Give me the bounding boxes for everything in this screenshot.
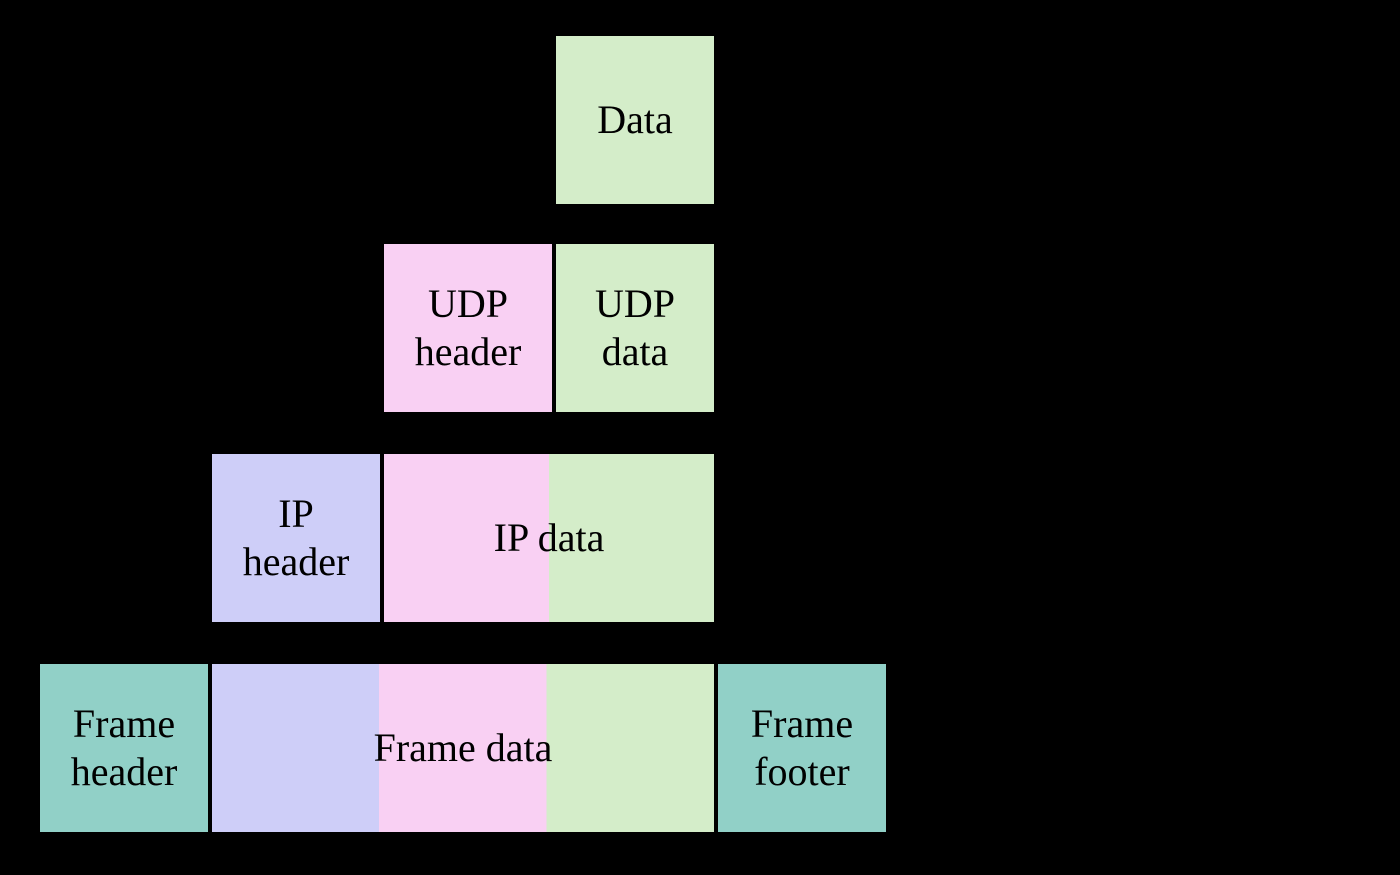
diagram-cell: UDP data bbox=[554, 242, 716, 414]
diagram-cell: IP data bbox=[382, 452, 716, 624]
cell-label: UDP data bbox=[595, 280, 675, 376]
layer-label: Transport bbox=[920, 242, 1090, 414]
cell-label: IP header bbox=[243, 490, 350, 586]
diagram-cell: Frame footer bbox=[716, 662, 888, 834]
cell-label: Frame footer bbox=[751, 700, 853, 796]
cell-label: Frame header bbox=[71, 700, 178, 796]
diagram-cell: Frame header bbox=[38, 662, 210, 834]
layer-label: Internet bbox=[920, 452, 1056, 624]
layer-label: Link bbox=[920, 662, 993, 834]
cell-label: UDP header bbox=[415, 280, 522, 376]
cell-label: IP data bbox=[494, 514, 605, 562]
cell-label: Frame data bbox=[374, 724, 553, 772]
cell-label: Data bbox=[597, 96, 673, 144]
diagram-cell: Data bbox=[554, 34, 716, 206]
diagram-cell: Frame data bbox=[210, 662, 716, 834]
layer-label: Application bbox=[920, 34, 1116, 206]
diagram-cell: UDP header bbox=[382, 242, 554, 414]
diagram-cell: IP header bbox=[210, 452, 382, 624]
